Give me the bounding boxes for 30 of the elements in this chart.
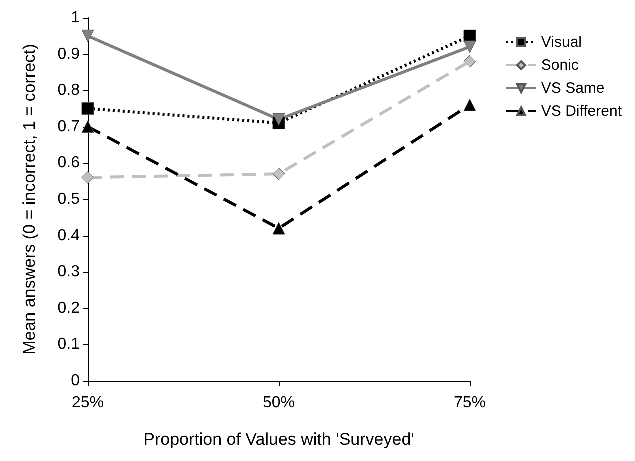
y-tick-label: 0.6	[58, 154, 80, 172]
y-axis-title: Mean answers (0 = incorrect, 1 = correct)	[20, 44, 39, 355]
legend-label: Visual	[541, 34, 582, 51]
point	[82, 171, 94, 184]
point	[464, 40, 476, 54]
y-tick-label: 0.2	[58, 300, 80, 317]
point	[272, 222, 286, 235]
point	[464, 55, 476, 68]
point	[272, 168, 286, 180]
point	[464, 98, 476, 112]
y-tick-label: 0.7	[58, 118, 80, 136]
x-tick-label: 25%	[72, 394, 104, 412]
point	[82, 120, 94, 134]
x-tick-label: 75%	[454, 394, 486, 412]
point	[82, 102, 94, 115]
point	[272, 113, 286, 126]
y-tick-label: 0.8	[58, 82, 80, 100]
x-tick-label: 50%	[262, 394, 296, 412]
y-tick-label: 0.4	[58, 227, 80, 244]
y-tick-label: 0.3	[58, 264, 80, 281]
point	[82, 30, 94, 42]
x-axis-title: Proportion of Values with 'Surveyed'	[144, 430, 414, 449]
legend-label: VS Same	[541, 80, 605, 97]
legend-label: VS Different	[541, 103, 623, 120]
legend-label: Sonic	[541, 57, 580, 74]
y-tick-label: 1	[71, 10, 80, 26]
y-tick-label: 0.5	[58, 191, 80, 208]
y-tick-label: 0.9	[58, 46, 80, 63]
y-tick-label: 0	[71, 372, 80, 390]
y-tick-label: 0.1	[58, 336, 80, 354]
